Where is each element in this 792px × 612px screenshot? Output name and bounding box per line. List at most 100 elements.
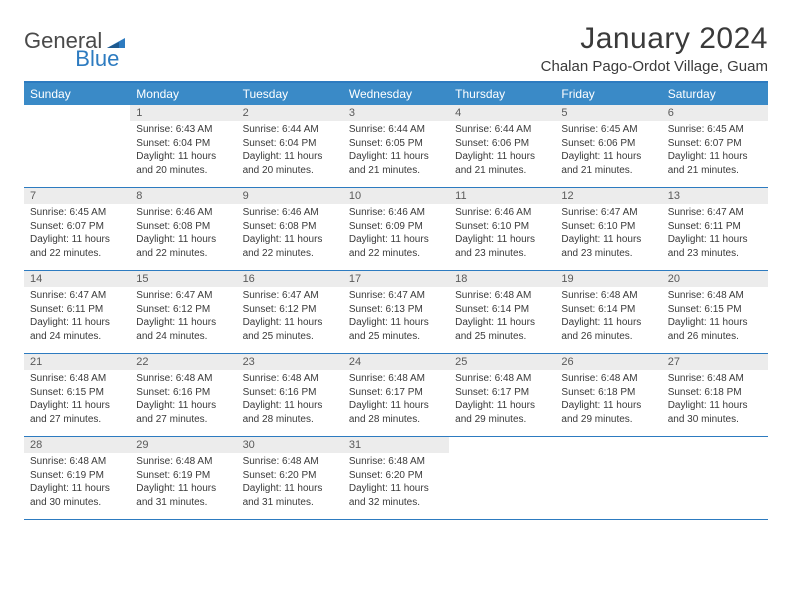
day-number — [24, 105, 130, 121]
calendar-week: 14 Sunrise: 6:47 AM Sunset: 6:11 PM Dayligh… — [24, 271, 768, 354]
daylight: Daylight: 11 hours and 28 minutes. — [243, 399, 337, 426]
daylight: Daylight: 11 hours and 29 minutes. — [561, 399, 655, 426]
sunrise: Sunrise: 6:48 AM — [349, 372, 443, 386]
day-number: 6 — [662, 105, 768, 121]
daylight: Daylight: 11 hours and 27 minutes. — [30, 399, 124, 426]
day-details: Sunrise: 6:46 AMSunset: 6:08 PMDaylight:… — [130, 204, 236, 264]
day-details: Sunrise: 6:47 AMSunset: 6:12 PMDaylight:… — [237, 287, 343, 347]
sunrise: Sunrise: 6:44 AM — [243, 123, 337, 137]
calendar-day: 31Sunrise: 6:48 AMSunset: 6:20 PMDayligh… — [343, 437, 449, 519]
logo: General Blue — [24, 22, 173, 54]
sunset: Sunset: 6:16 PM — [136, 386, 230, 400]
day-header: Tuesday — [237, 83, 343, 105]
sunset: Sunset: 6:19 PM — [136, 469, 230, 483]
day-number: 9 — [237, 188, 343, 204]
daylight: Daylight: 11 hours and 21 minutes. — [455, 150, 549, 177]
day-number: 17 — [343, 271, 449, 287]
sunset: Sunset: 6:07 PM — [668, 137, 762, 151]
sunset: Sunset: 6:06 PM — [561, 137, 655, 151]
day-details: Sunrise: 6:44 AMSunset: 6:04 PMDaylight:… — [237, 121, 343, 181]
sunset: Sunset: 6:14 PM — [561, 303, 655, 317]
day-number — [555, 437, 661, 453]
daylight: Daylight: 11 hours and 25 minutes. — [349, 316, 443, 343]
calendar-body: 1Sunrise: 6:43 AMSunset: 6:04 PMDaylight… — [24, 105, 768, 520]
day-header: Wednesday — [343, 83, 449, 105]
day-details: Sunrise: 6:48 AMSunset: 6:18 PMDaylight:… — [555, 370, 661, 430]
sunset: Sunset: 6:18 PM — [668, 386, 762, 400]
daylight: Daylight: 11 hours and 21 minutes. — [561, 150, 655, 177]
daylight: Daylight: 11 hours and 22 minutes. — [243, 233, 337, 260]
day-number: 20 — [662, 271, 768, 287]
calendar-day — [24, 105, 130, 187]
day-number: 29 — [130, 437, 236, 453]
day-details: Sunrise: 6:46 AMSunset: 6:08 PMDaylight:… — [237, 204, 343, 264]
calendar-day: 14Sunrise: 6:47 AMSunset: 6:11 PMDayligh… — [24, 271, 130, 353]
sunset: Sunset: 6:07 PM — [30, 220, 124, 234]
day-details: Sunrise: 6:47 AMSunset: 6:13 PMDaylight:… — [343, 287, 449, 347]
calendar-day: 2Sunrise: 6:44 AMSunset: 6:04 PMDaylight… — [237, 105, 343, 187]
day-number: 15 — [130, 271, 236, 287]
calendar-day: 10Sunrise: 6:46 AMSunset: 6:09 PMDayligh… — [343, 188, 449, 270]
sunrise: Sunrise: 6:48 AM — [455, 289, 549, 303]
sunrise: Sunrise: 6:45 AM — [30, 206, 124, 220]
sunrise: Sunrise: 6:46 AM — [136, 206, 230, 220]
day-number: 27 — [662, 354, 768, 370]
sunrise: Sunrise: 6:45 AM — [668, 123, 762, 137]
day-number: 21 — [24, 354, 130, 370]
sunrise: Sunrise: 6:48 AM — [30, 372, 124, 386]
calendar-day: 1Sunrise: 6:43 AMSunset: 6:04 PMDaylight… — [130, 105, 236, 187]
calendar-day: 27Sunrise: 6:48 AMSunset: 6:18 PMDayligh… — [662, 354, 768, 436]
day-details: Sunrise: 6:48 AMSunset: 6:19 PMDaylight:… — [24, 453, 130, 513]
day-number: 2 — [237, 105, 343, 121]
calendar-day: 17Sunrise: 6:47 AMSunset: 6:13 PMDayligh… — [343, 271, 449, 353]
day-details: Sunrise: 6:48 AMSunset: 6:20 PMDaylight:… — [343, 453, 449, 513]
calendar-day — [662, 437, 768, 519]
day-number: 11 — [449, 188, 555, 204]
calendar-day: 16Sunrise: 6:47 AMSunset: 6:12 PMDayligh… — [237, 271, 343, 353]
sunset: Sunset: 6:11 PM — [668, 220, 762, 234]
daylight: Daylight: 11 hours and 25 minutes. — [243, 316, 337, 343]
day-header: Monday — [130, 83, 236, 105]
sunrise: Sunrise: 6:48 AM — [561, 372, 655, 386]
daylight: Daylight: 11 hours and 23 minutes. — [455, 233, 549, 260]
day-number: 7 — [24, 188, 130, 204]
day-details: Sunrise: 6:46 AMSunset: 6:09 PMDaylight:… — [343, 204, 449, 264]
sunrise: Sunrise: 6:45 AM — [561, 123, 655, 137]
sunrise: Sunrise: 6:43 AM — [136, 123, 230, 137]
sunrise: Sunrise: 6:48 AM — [243, 372, 337, 386]
calendar-day: 26Sunrise: 6:48 AMSunset: 6:18 PMDayligh… — [555, 354, 661, 436]
calendar-week: 21Sunrise: 6:48 AMSunset: 6:15 PMDayligh… — [24, 354, 768, 437]
day-number: 14 — [24, 271, 130, 287]
calendar-day: 20Sunrise: 6:48 AMSunset: 6:15 PMDayligh… — [662, 271, 768, 353]
sunset: Sunset: 6:05 PM — [349, 137, 443, 151]
day-number: 4 — [449, 105, 555, 121]
sunset: Sunset: 6:20 PM — [243, 469, 337, 483]
day-details: Sunrise: 6:46 AMSunset: 6:10 PMDaylight:… — [449, 204, 555, 264]
daylight: Daylight: 11 hours and 30 minutes. — [668, 399, 762, 426]
daylight: Daylight: 11 hours and 20 minutes. — [136, 150, 230, 177]
calendar-day: 18Sunrise: 6:48 AMSunset: 6:14 PMDayligh… — [449, 271, 555, 353]
day-details: Sunrise: 6:48 AMSunset: 6:18 PMDaylight:… — [662, 370, 768, 430]
daylight: Daylight: 11 hours and 26 minutes. — [668, 316, 762, 343]
sunrise: Sunrise: 6:47 AM — [668, 206, 762, 220]
daylight: Daylight: 11 hours and 29 minutes. — [455, 399, 549, 426]
daylight: Daylight: 11 hours and 27 minutes. — [136, 399, 230, 426]
daylight: Daylight: 11 hours and 26 minutes. — [561, 316, 655, 343]
calendar-day — [449, 437, 555, 519]
sunset: Sunset: 6:10 PM — [561, 220, 655, 234]
daylight: Daylight: 11 hours and 25 minutes. — [455, 316, 549, 343]
day-details: Sunrise: 6:47 AMSunset: 6:10 PMDaylight:… — [555, 204, 661, 264]
sunset: Sunset: 6:11 PM — [30, 303, 124, 317]
day-header: Friday — [555, 83, 661, 105]
sunrise: Sunrise: 6:48 AM — [136, 372, 230, 386]
sunset: Sunset: 6:16 PM — [243, 386, 337, 400]
calendar-day: 29Sunrise: 6:48 AMSunset: 6:19 PMDayligh… — [130, 437, 236, 519]
sunrise: Sunrise: 6:46 AM — [349, 206, 443, 220]
day-number: 8 — [130, 188, 236, 204]
day-header: Saturday — [662, 83, 768, 105]
sunrise: Sunrise: 6:47 AM — [136, 289, 230, 303]
page-header: General Blue January 2024 Chalan Pago-Or… — [24, 22, 768, 75]
day-number: 12 — [555, 188, 661, 204]
daylight: Daylight: 11 hours and 32 minutes. — [349, 482, 443, 509]
day-details: Sunrise: 6:48 AMSunset: 6:19 PMDaylight:… — [130, 453, 236, 513]
